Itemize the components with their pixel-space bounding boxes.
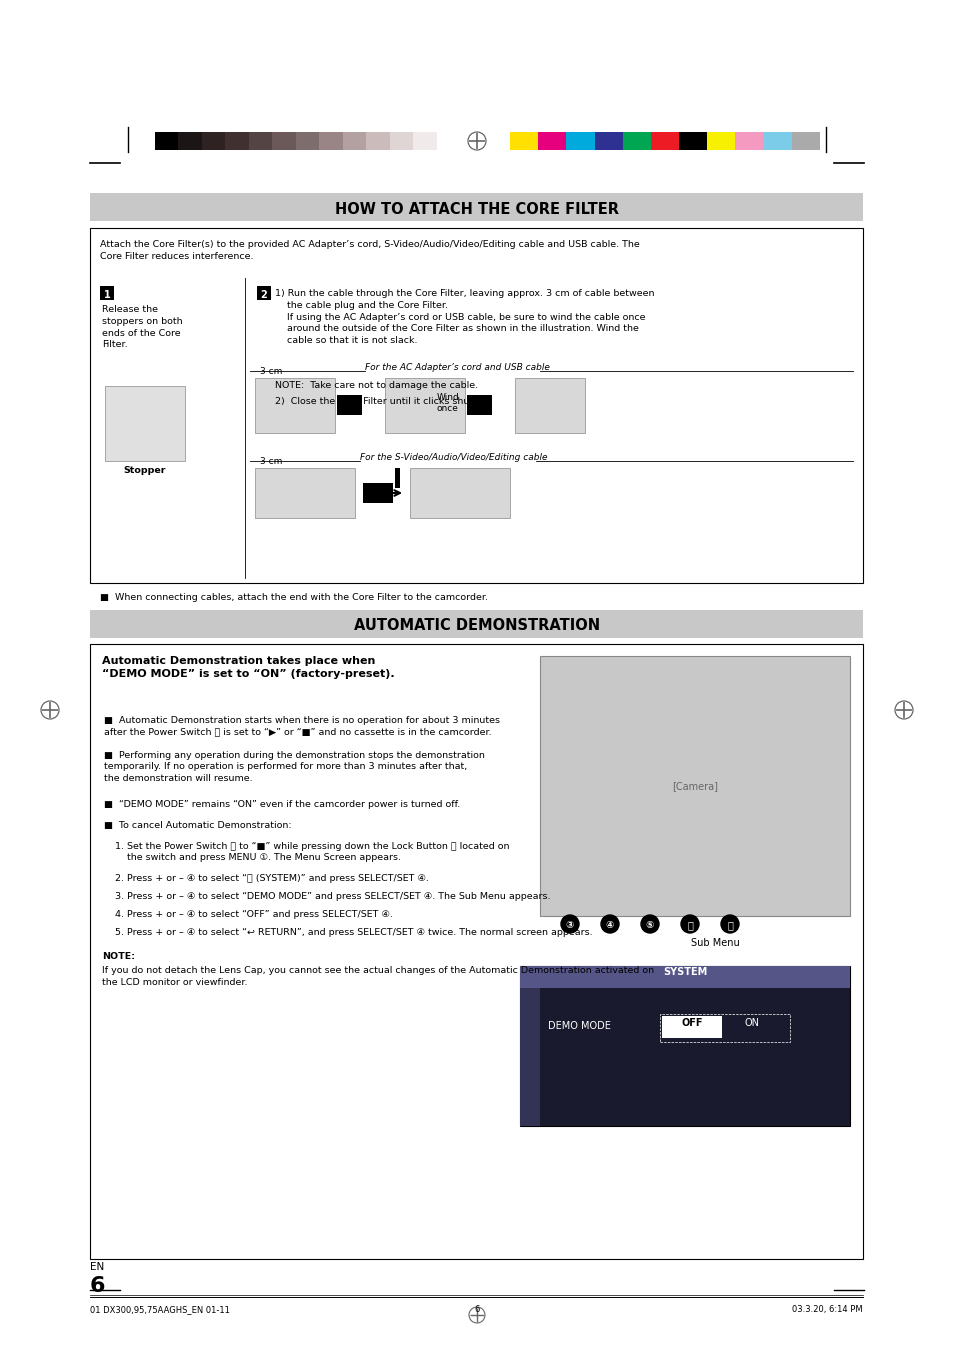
Bar [410, 467, 510, 517]
Text: ⑭: ⑭ [726, 920, 732, 929]
Circle shape [640, 915, 659, 934]
Bar [566, 132, 595, 150]
Bar [254, 467, 355, 517]
Bar [90, 611, 862, 638]
Text: 2: 2 [260, 290, 267, 300]
Bar [679, 132, 707, 150]
Bar [515, 378, 584, 434]
Bar [366, 132, 390, 150]
Bar [519, 988, 539, 1125]
Bar [622, 132, 651, 150]
Bar [413, 132, 436, 150]
Bar [154, 132, 179, 150]
Text: ⑫: ⑫ [686, 920, 692, 929]
Circle shape [680, 915, 699, 934]
Text: ON: ON [743, 1019, 759, 1028]
Text: ■  When connecting cables, attach the end with the Core Filter to the camcorder.: ■ When connecting cables, attach the end… [100, 593, 488, 603]
Text: 5. Press + or – ④ to select “↩ RETURN”, and press SELECT/SET ④ twice. The normal: 5. Press + or – ④ to select “↩ RETURN”, … [115, 928, 592, 938]
Bar [90, 228, 862, 584]
Text: For the AC Adapter’s cord and USB cable: For the AC Adapter’s cord and USB cable [365, 363, 549, 372]
Text: HOW TO ATTACH THE CORE FILTER: HOW TO ATTACH THE CORE FILTER [335, 201, 618, 216]
Text: [Camera]: [Camera] [671, 781, 718, 790]
Text: ⑤: ⑤ [645, 920, 654, 929]
Circle shape [720, 915, 739, 934]
Bar [249, 132, 273, 150]
Bar [661, 1016, 721, 1038]
Bar [735, 132, 763, 150]
Bar [706, 132, 735, 150]
Bar [537, 132, 566, 150]
Text: ■  To cancel Automatic Demonstration:: ■ To cancel Automatic Demonstration: [104, 821, 292, 830]
Text: 6: 6 [90, 1275, 106, 1296]
Bar [256, 286, 271, 300]
Bar [254, 378, 335, 434]
Bar [594, 132, 622, 150]
Bar [336, 394, 361, 415]
Text: For the S-Video/Audio/Video/Editing cable: For the S-Video/Audio/Video/Editing cabl… [359, 453, 547, 462]
Bar [762, 132, 792, 150]
Bar [436, 132, 460, 150]
Circle shape [600, 915, 618, 934]
Text: ■  “DEMO MODE” remains “ON” even if the camcorder power is turned off.: ■ “DEMO MODE” remains “ON” even if the c… [104, 800, 459, 809]
Text: 3. Press + or – ④ to select “DEMO MODE” and press SELECT/SET ④. The Sub Menu app: 3. Press + or – ④ to select “DEMO MODE” … [115, 892, 550, 901]
Bar [650, 132, 679, 150]
Text: Wind
once: Wind once [436, 393, 459, 413]
Text: 1: 1 [104, 290, 111, 300]
Text: Automatic Demonstration takes place when
“DEMO MODE” is set to “ON” (factory-pre: Automatic Demonstration takes place when… [102, 657, 395, 680]
Bar [100, 286, 113, 300]
Text: NOTE:: NOTE: [102, 952, 135, 961]
Bar [90, 193, 862, 222]
Bar [202, 132, 226, 150]
Text: NOTE:  Take care not to damage the cable.: NOTE: Take care not to damage the cable. [274, 381, 477, 390]
Text: 03.3.20, 6:14 PM: 03.3.20, 6:14 PM [792, 1305, 862, 1315]
Bar [510, 132, 538, 150]
Text: Attach the Core Filter(s) to the provided AC Adapter’s cord, S-Video/Audio/Video: Attach the Core Filter(s) to the provide… [100, 240, 639, 261]
Text: 3 cm: 3 cm [260, 367, 282, 376]
Bar [791, 132, 820, 150]
Text: ■  Automatic Demonstration starts when there is no operation for about 3 minutes: ■ Automatic Demonstration starts when th… [104, 716, 499, 736]
Bar [389, 132, 414, 150]
Text: DEMO MODE: DEMO MODE [547, 1021, 610, 1031]
Bar [539, 657, 849, 916]
Bar [395, 467, 399, 488]
Text: 2)  Close the Core Filter until it clicks shut.: 2) Close the Core Filter until it clicks… [274, 397, 476, 407]
Text: Sub Menu: Sub Menu [690, 938, 739, 948]
Bar [225, 132, 249, 150]
Text: Stopper: Stopper [124, 466, 166, 476]
Circle shape [560, 915, 578, 934]
Bar [105, 386, 185, 461]
Text: 6: 6 [474, 1305, 479, 1315]
Text: SYSTEM: SYSTEM [662, 967, 706, 977]
Bar [319, 132, 343, 150]
Text: 4. Press + or – ④ to select “OFF” and press SELECT/SET ④.: 4. Press + or – ④ to select “OFF” and pr… [115, 911, 393, 919]
Text: 1. Set the Power Switch ⓒ to “■” while pressing down the Lock Button ⓐ located o: 1. Set the Power Switch ⓒ to “■” while p… [115, 842, 509, 862]
Text: 01 DX300,95,75AAGHS_EN 01-11: 01 DX300,95,75AAGHS_EN 01-11 [90, 1305, 230, 1315]
Text: ④: ④ [605, 920, 614, 929]
Bar [295, 132, 319, 150]
Text: EN: EN [90, 1262, 104, 1273]
Text: AUTOMATIC DEMONSTRATION: AUTOMATIC DEMONSTRATION [354, 619, 599, 634]
Bar [363, 484, 393, 503]
Text: 3 cm: 3 cm [260, 457, 282, 466]
Bar [342, 132, 366, 150]
Bar [178, 132, 202, 150]
Bar [272, 132, 296, 150]
Text: Release the
stoppers on both
ends of the Core
Filter.: Release the stoppers on both ends of the… [102, 305, 182, 350]
Bar [90, 644, 862, 1259]
Text: 2. Press + or – ④ to select “⓷ (SYSTEM)” and press SELECT/SET ④.: 2. Press + or – ④ to select “⓷ (SYSTEM)”… [115, 874, 429, 884]
Bar [467, 394, 492, 415]
Text: ③: ③ [565, 920, 574, 929]
Text: If you do not detach the Lens Cap, you cannot see the actual changes of the Auto: If you do not detach the Lens Cap, you c… [102, 966, 654, 986]
Text: ■  Performing any operation during the demonstration stops the demonstration
tem: ■ Performing any operation during the de… [104, 751, 484, 782]
Bar [385, 378, 464, 434]
Bar [519, 966, 849, 988]
Text: 1) Run the cable through the Core Filter, leaving approx. 3 cm of cable between
: 1) Run the cable through the Core Filter… [274, 289, 654, 346]
Bar [659, 1015, 789, 1042]
Bar [519, 966, 849, 1125]
Text: OFF: OFF [680, 1019, 702, 1028]
